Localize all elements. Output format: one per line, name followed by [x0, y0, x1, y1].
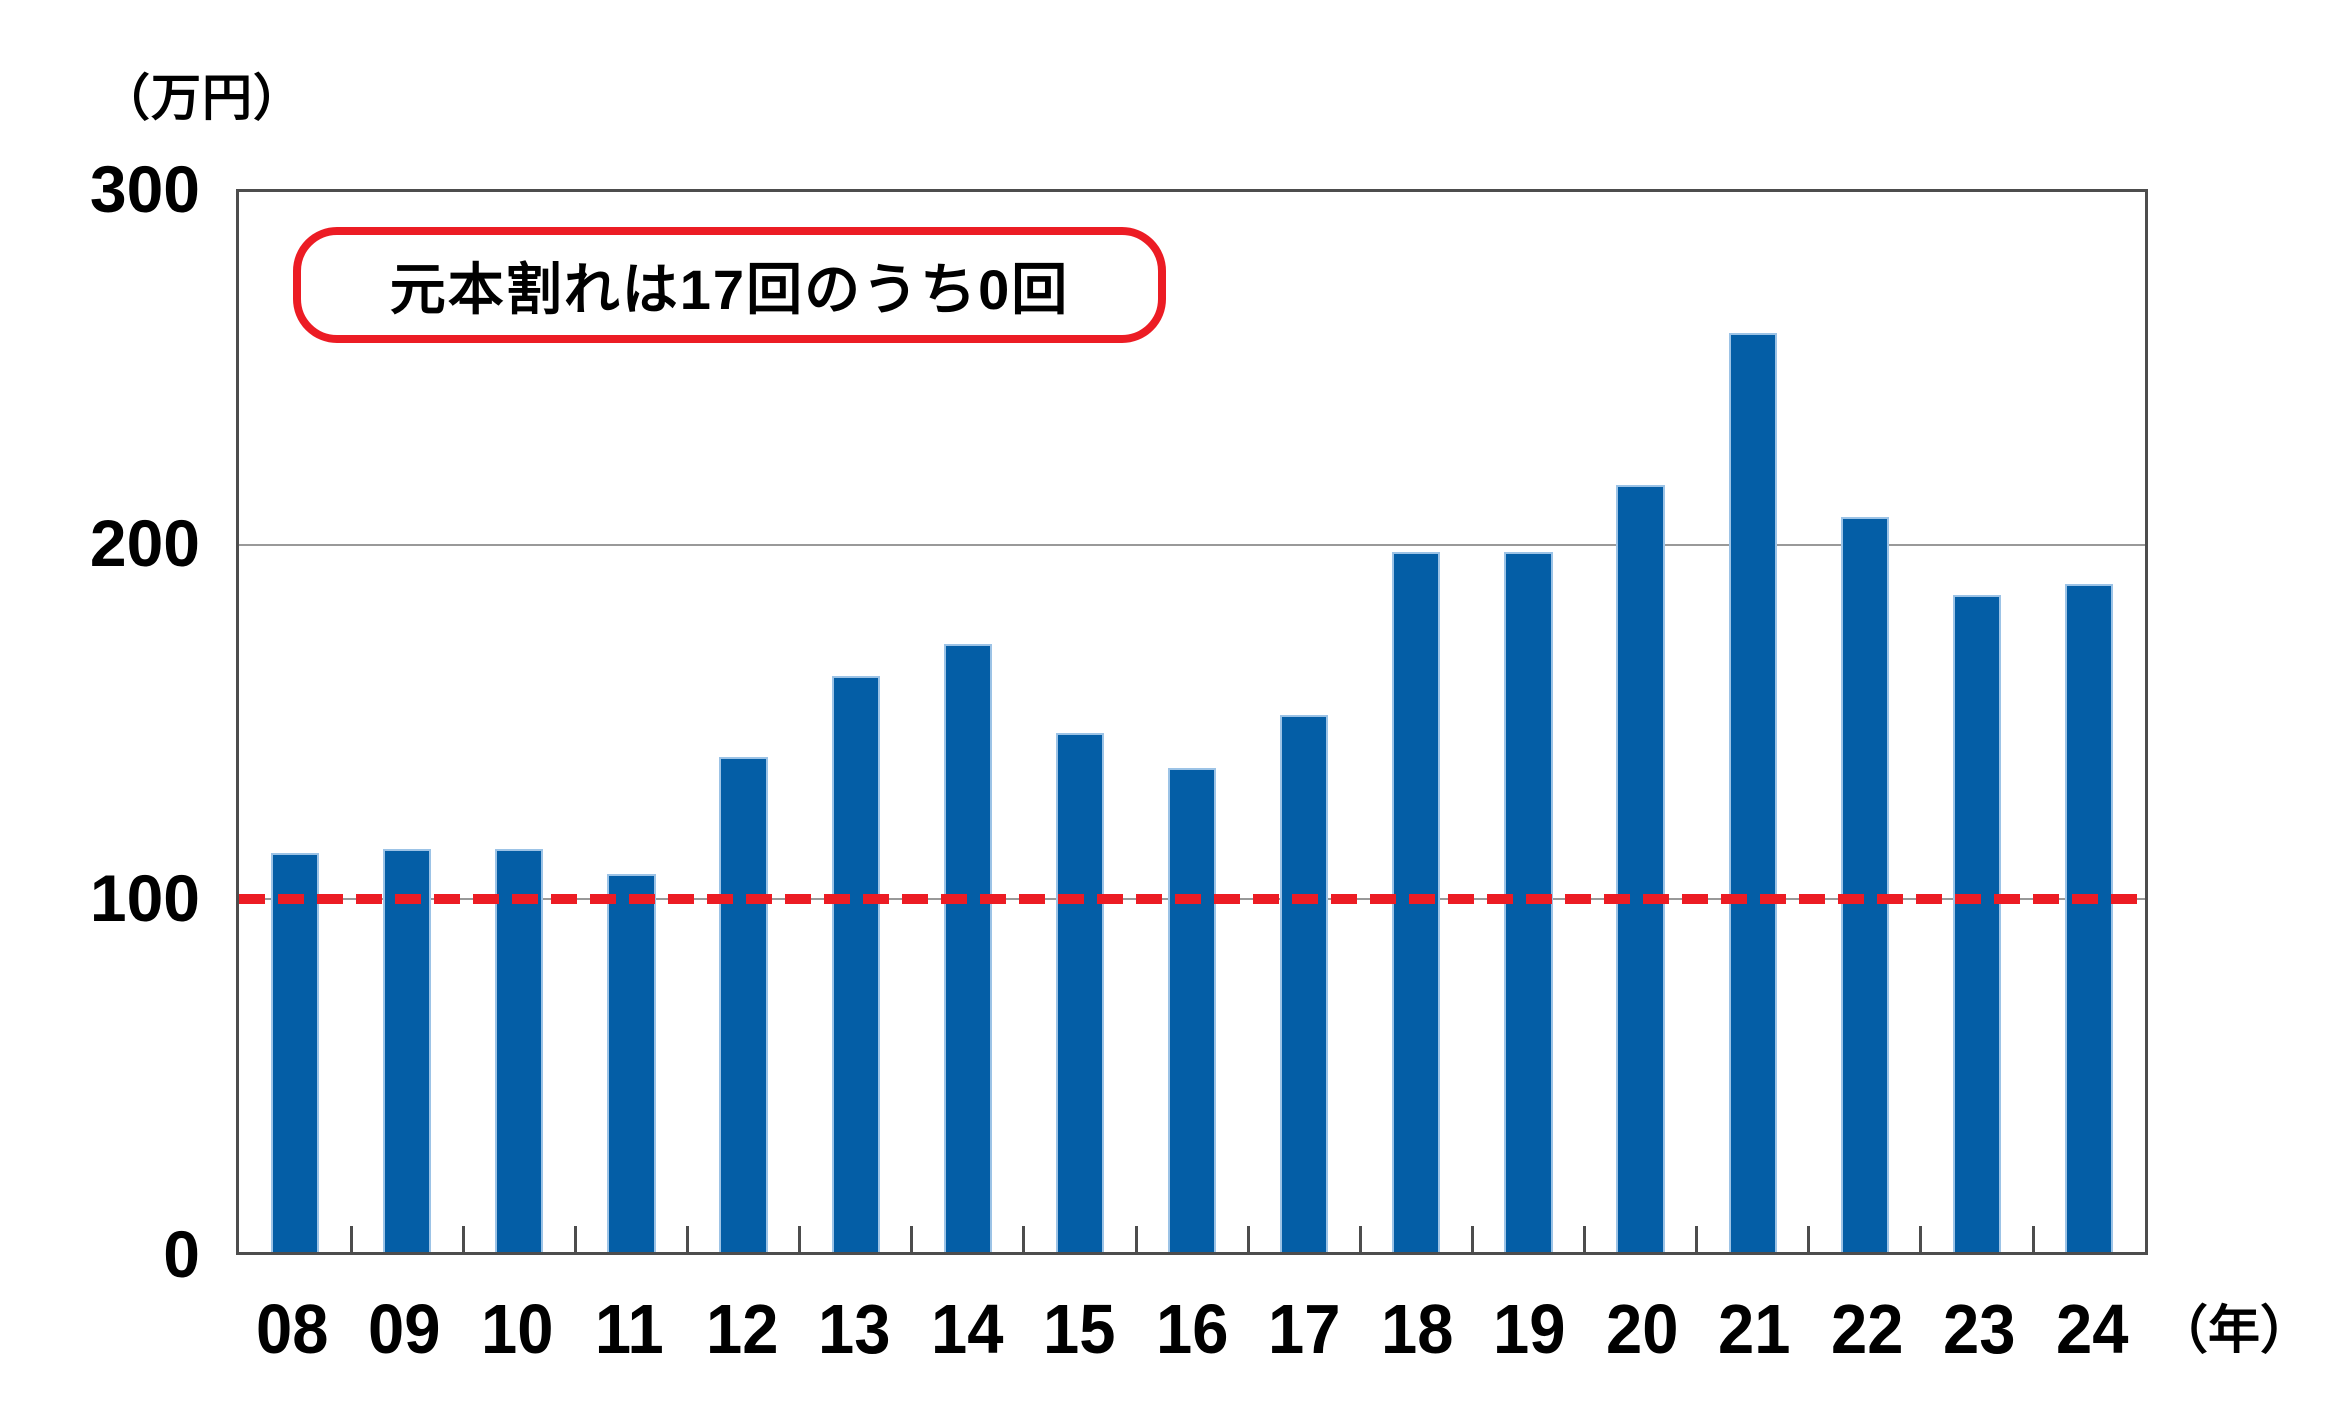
x-tick-label-20: 20	[1605, 1290, 1679, 1368]
y-tick-label-100: 100	[89, 861, 200, 935]
bar-22	[1840, 517, 1889, 1252]
bar-slot-17	[1248, 192, 1362, 1252]
x-tick-label-08: 08	[256, 1290, 329, 1368]
x-tick-label-23: 23	[1943, 1290, 2016, 1368]
y-tick-label-200: 200	[89, 506, 200, 580]
bar-slot-11	[575, 192, 689, 1252]
x-tick-label-11: 11	[595, 1290, 665, 1368]
category-boundary-tick	[1919, 1226, 1923, 1252]
bar-slot-16	[1136, 192, 1250, 1252]
bar-slot-09	[351, 192, 465, 1252]
x-tick-label-13: 13	[818, 1290, 891, 1368]
category-boundary-tick	[2031, 1226, 2035, 1252]
principal-baseline	[239, 893, 2145, 904]
y-tick-label-300: 300	[89, 152, 200, 226]
bar-20	[1616, 485, 1665, 1252]
bar-24	[2064, 584, 2114, 1252]
bar-slot-24	[2033, 192, 2145, 1252]
category-boundary-tick	[798, 1226, 802, 1252]
bar-12	[719, 757, 768, 1252]
category-boundary-tick	[686, 1226, 689, 1252]
plot-area	[236, 189, 2148, 1255]
category-boundary-tick	[1358, 1226, 1362, 1252]
category-boundary-tick	[1022, 1226, 1026, 1252]
bar-15	[1055, 732, 1105, 1252]
y-axis-unit-label: （万円）	[100, 70, 304, 126]
category-boundary-tick	[1695, 1226, 1699, 1252]
x-axis-labels: 08 09 10 11 12 13 14 15 16 17 18 19 20 21 22 23 24	[236, 1290, 2148, 1368]
annotation-text: 元本割れは17回のうち0回	[389, 257, 1070, 321]
bar-slot-08	[239, 192, 353, 1252]
x-tick-label-09: 09	[368, 1290, 441, 1368]
bar-16	[1167, 767, 1217, 1252]
x-tick-label-21: 21	[1718, 1290, 1791, 1368]
annotation-box: 元本割れは17回のうち0回	[293, 227, 1166, 343]
bar-11	[607, 873, 656, 1252]
bar-slot-21	[1697, 192, 1811, 1252]
x-tick-label-12: 12	[705, 1290, 779, 1368]
bar-13	[831, 676, 880, 1252]
bar-17	[1280, 714, 1329, 1252]
category-boundary-tick	[573, 1226, 577, 1252]
category-boundary-tick	[1470, 1226, 1474, 1252]
bar-slot-14	[912, 192, 1026, 1252]
y-tick-label-0: 0	[163, 1217, 200, 1291]
bar-14	[943, 644, 992, 1252]
bar-slot-12	[688, 192, 802, 1252]
x-tick-label-22: 22	[1830, 1290, 1904, 1368]
bar-slot-10	[463, 192, 577, 1252]
bar-21	[1728, 333, 1777, 1252]
category-boundary-tick	[1807, 1226, 1811, 1252]
category-boundary-tick	[1134, 1226, 1138, 1252]
x-tick-label-10: 10	[480, 1290, 554, 1368]
bar-08	[270, 852, 320, 1252]
bar-slot-22	[1809, 192, 1923, 1252]
category-boundary-tick	[1583, 1226, 1586, 1252]
gridline-200	[239, 544, 2145, 547]
x-axis-unit-label: （年）	[2156, 1302, 2313, 1360]
bar-slot-15	[1024, 192, 1138, 1252]
bar-slot-13	[800, 192, 914, 1252]
bar-slot-19	[1472, 192, 1586, 1252]
x-tick-label-18: 18	[1380, 1290, 1454, 1368]
x-tick-label-17: 17	[1268, 1290, 1341, 1368]
bar-slot-20	[1585, 192, 1699, 1252]
x-tick-label-16: 16	[1155, 1290, 1229, 1368]
category-boundary-tick	[1246, 1226, 1250, 1252]
x-tick-label-15: 15	[1043, 1290, 1116, 1368]
category-boundary-tick	[910, 1226, 914, 1252]
category-boundary-tick	[349, 1226, 353, 1252]
bars-container	[239, 192, 2145, 1252]
bar-slot-23	[1921, 192, 2035, 1252]
x-tick-label-19: 19	[1493, 1290, 1566, 1368]
category-boundary-tick	[461, 1226, 465, 1252]
bar-slot-18	[1360, 192, 1474, 1252]
bar-23	[1952, 594, 2002, 1252]
x-tick-label-14: 14	[930, 1290, 1004, 1368]
bar-10	[495, 849, 544, 1252]
x-tick-label-24: 24	[2055, 1290, 2128, 1368]
bar-09	[383, 849, 432, 1252]
